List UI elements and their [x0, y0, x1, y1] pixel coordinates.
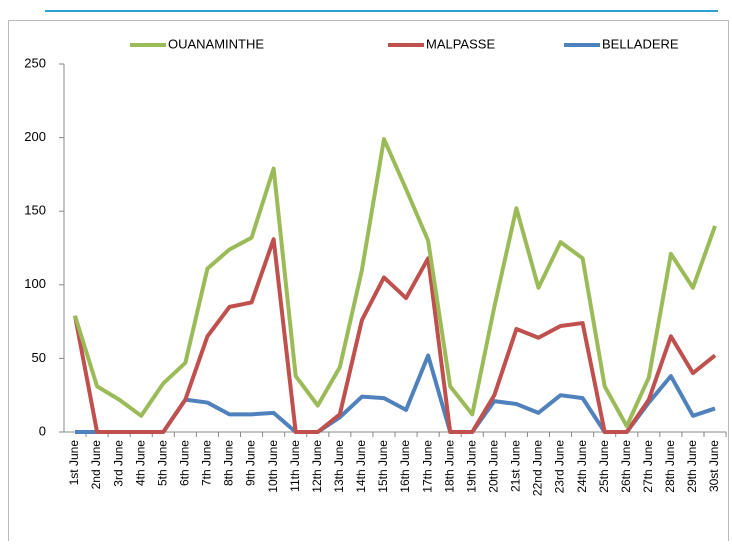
legend-label: MALPASSE [426, 36, 495, 51]
x-tick-label: 8th June [222, 440, 236, 486]
legend-label: OUANAMINTHE [168, 36, 264, 51]
x-tick-label: 17th June [420, 440, 434, 493]
x-tick-label: 18th June [442, 440, 456, 493]
x-tick-label: 1st June [67, 440, 81, 486]
x-tick-label: 29th June [685, 440, 699, 493]
x-tick-label: 13th June [332, 440, 346, 493]
x-tick-label: 25th June [597, 440, 611, 493]
x-tick-label: 19th June [464, 440, 478, 493]
x-tick-label: 2nd June [89, 440, 103, 490]
x-tick-label: 21st June [509, 440, 523, 492]
x-tick-label: 6th June [178, 440, 192, 486]
y-tick-label: 200 [24, 129, 46, 144]
y-tick-label: 150 [24, 203, 46, 218]
x-tick-label: 5th June [155, 440, 169, 486]
series-line [73, 137, 717, 429]
y-tick-label: 100 [24, 276, 46, 291]
x-tick-label: 12th June [310, 440, 324, 493]
x-tick-label: 15th June [376, 440, 390, 493]
x-tick-label: 27th June [641, 440, 655, 493]
x-tick-label: 30st June [707, 440, 721, 492]
y-tick-label: 0 [39, 423, 46, 438]
x-tick-label: 10th June [266, 440, 280, 493]
x-tick-label: 16th June [398, 440, 412, 493]
x-tick-label: 20th June [487, 440, 501, 493]
y-tick-label: 50 [32, 350, 46, 365]
x-tick-label: 24th June [575, 440, 589, 493]
legend-label: BELLADERE [602, 36, 679, 51]
x-tick-label: 3rd June [111, 440, 125, 487]
x-tick-label: 23rd June [553, 440, 567, 494]
x-tick-label: 26th June [619, 440, 633, 493]
x-tick-label: 14th June [354, 440, 368, 493]
y-tick-label: 250 [24, 55, 46, 70]
x-tick-label: 4th June [133, 440, 147, 486]
x-tick-label: 7th June [200, 440, 214, 486]
x-tick-label: 22nd June [531, 440, 545, 496]
x-tick-label: 11th June [288, 440, 302, 492]
x-tick-label: 28th June [663, 440, 677, 493]
x-tick-label: 9th June [244, 440, 258, 486]
series-line [73, 237, 717, 434]
